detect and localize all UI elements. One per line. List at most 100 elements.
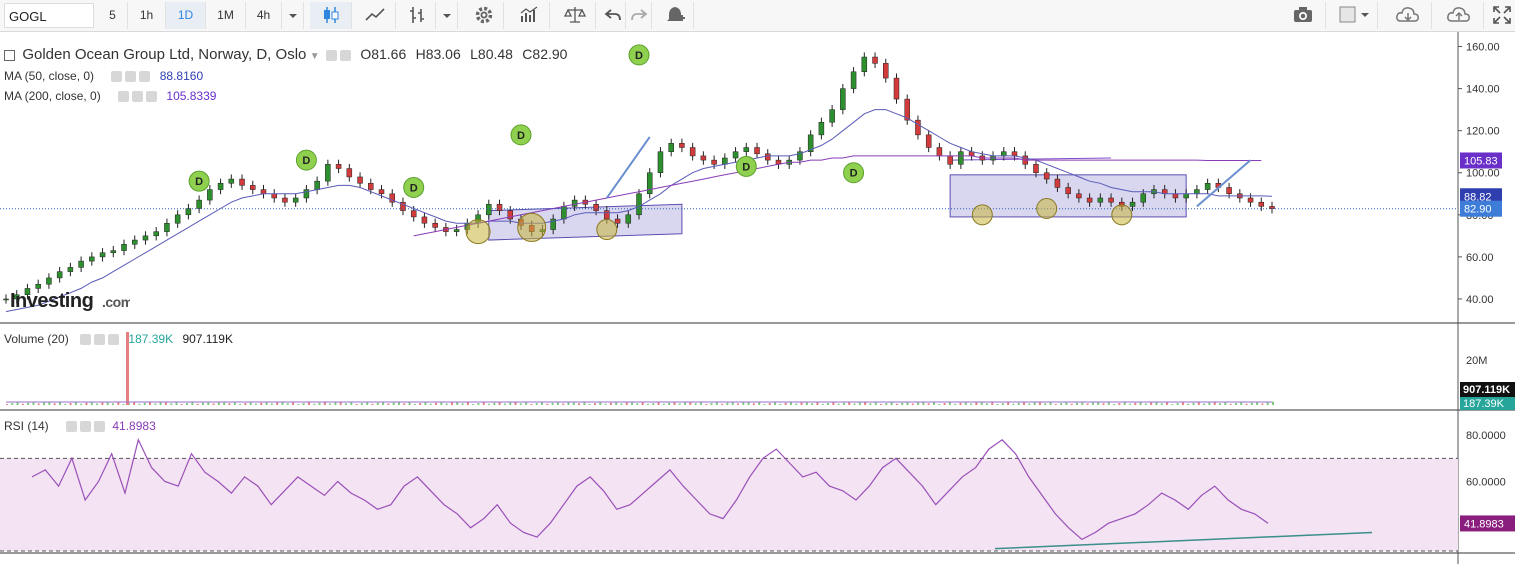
volume-bar bbox=[413, 404, 416, 405]
candle-body bbox=[1194, 189, 1200, 195]
volume-bar bbox=[848, 401, 851, 405]
interval-1d-button[interactable]: 1D bbox=[166, 2, 206, 29]
settings-mini-icon[interactable] bbox=[339, 50, 351, 62]
line-style-button[interactable] bbox=[354, 2, 396, 29]
symbol-input[interactable]: GOGL bbox=[4, 3, 94, 28]
settings-mini-icon[interactable] bbox=[125, 71, 137, 83]
volume-bar bbox=[297, 404, 300, 405]
volume-bar bbox=[53, 403, 56, 405]
eye-icon[interactable] bbox=[111, 71, 123, 83]
volume-bar bbox=[1091, 402, 1094, 405]
svg-text:Investing: Investing bbox=[10, 290, 93, 312]
color-picker-button[interactable] bbox=[1330, 2, 1378, 29]
volume-bar bbox=[1054, 404, 1057, 405]
candle-body bbox=[840, 88, 846, 110]
candle-body bbox=[185, 208, 192, 216]
collapse-icon[interactable] bbox=[4, 50, 15, 62]
cloud-load-button[interactable] bbox=[1384, 2, 1432, 29]
volume-bar bbox=[509, 402, 512, 405]
trend-arrow bbox=[1196, 159, 1252, 208]
dividend-marker-label: D bbox=[635, 50, 643, 62]
candles-style-button[interactable] bbox=[310, 2, 352, 29]
rsi-legend: RSI (14) 41.8983 bbox=[4, 419, 156, 433]
dividend-marker-label: D bbox=[517, 130, 525, 142]
ohlc-low: L80.48 bbox=[470, 46, 513, 62]
settings-mini-icon[interactable] bbox=[94, 334, 106, 346]
candle-body bbox=[947, 155, 953, 165]
interval-1h-button[interactable]: 1h bbox=[128, 2, 166, 29]
support-circle bbox=[971, 204, 993, 226]
interval-4h-button[interactable]: 4h bbox=[246, 2, 282, 29]
indicators-button[interactable] bbox=[508, 2, 550, 29]
volume-bar bbox=[58, 402, 61, 405]
volume-bar bbox=[593, 403, 596, 405]
candle-body bbox=[292, 197, 299, 203]
eye-icon[interactable] bbox=[80, 334, 92, 346]
volume-bar bbox=[329, 403, 332, 405]
cloud-download-icon bbox=[1395, 7, 1419, 22]
close-icon[interactable] bbox=[108, 334, 120, 346]
volume-bar bbox=[313, 403, 316, 405]
chevron-down-icon[interactable]: ▼ bbox=[309, 51, 320, 62]
interval-1m-button[interactable]: 1M bbox=[206, 2, 246, 29]
settings-button[interactable] bbox=[464, 2, 504, 29]
ma50-legend: MA (50, close, 0) 88.8160 bbox=[4, 69, 203, 83]
volume-bar bbox=[609, 402, 612, 405]
volume-bar bbox=[1097, 401, 1100, 405]
eye-icon[interactable] bbox=[118, 91, 130, 103]
volume-bar bbox=[207, 401, 210, 405]
volume-bar bbox=[768, 403, 771, 405]
chart-area[interactable]: 160.00140.00120.00100.0080.0060.0040.00D… bbox=[0, 32, 1515, 564]
candle-body bbox=[1054, 178, 1061, 188]
volume-bar bbox=[133, 402, 136, 405]
volume-bar bbox=[387, 403, 390, 405]
interval-dropdown-button[interactable] bbox=[282, 2, 304, 29]
volume-bar bbox=[784, 402, 787, 405]
compare-button[interactable] bbox=[554, 2, 596, 29]
settings-mini-icon[interactable] bbox=[80, 421, 92, 433]
volume-bar bbox=[191, 402, 194, 405]
volume-bar bbox=[980, 401, 983, 405]
eye-icon[interactable] bbox=[325, 50, 337, 62]
candle-body bbox=[1086, 197, 1093, 203]
screenshot-button[interactable] bbox=[1280, 2, 1326, 29]
candlestick-icon bbox=[323, 7, 338, 23]
bars-style-button[interactable] bbox=[398, 2, 436, 29]
ma50-line bbox=[5, 109, 1273, 313]
eye-icon[interactable] bbox=[66, 421, 78, 433]
cloud-save-button[interactable] bbox=[1434, 2, 1484, 29]
candle-body bbox=[646, 172, 653, 195]
settings-mini-icon[interactable] bbox=[132, 91, 144, 103]
candle-body bbox=[217, 183, 224, 190]
volume-bar bbox=[302, 403, 305, 405]
volume-bar bbox=[498, 401, 501, 405]
volume-bar bbox=[583, 402, 586, 405]
volume-bar bbox=[694, 403, 697, 405]
volume-bar bbox=[1128, 403, 1131, 405]
volume-bar bbox=[254, 403, 257, 405]
interval-5-button[interactable]: 5 bbox=[98, 2, 128, 29]
close-icon[interactable] bbox=[94, 421, 106, 433]
alert-button[interactable] bbox=[656, 2, 694, 29]
volume-bar bbox=[779, 403, 782, 405]
chart-style-dropdown[interactable] bbox=[436, 2, 458, 29]
undo-button[interactable] bbox=[600, 2, 626, 29]
gear-icon bbox=[475, 6, 492, 24]
candle-body bbox=[507, 210, 514, 220]
volume-bar bbox=[244, 403, 247, 405]
candle-body bbox=[936, 147, 943, 157]
rsi-band bbox=[0, 458, 1458, 551]
fullscreen-button[interactable] bbox=[1488, 2, 1515, 29]
volume-bar bbox=[1070, 403, 1073, 405]
candle-body bbox=[67, 267, 74, 272]
volume-bar bbox=[175, 402, 178, 405]
volume-bar bbox=[350, 402, 353, 405]
candle-body bbox=[679, 143, 685, 148]
candle-body bbox=[797, 151, 803, 161]
close-icon[interactable] bbox=[146, 91, 158, 103]
svg-text:.com: .com bbox=[102, 294, 130, 310]
candle-body bbox=[121, 244, 127, 251]
volume-bar bbox=[1203, 403, 1206, 405]
redo-button[interactable] bbox=[626, 2, 652, 29]
close-icon[interactable] bbox=[139, 71, 151, 83]
